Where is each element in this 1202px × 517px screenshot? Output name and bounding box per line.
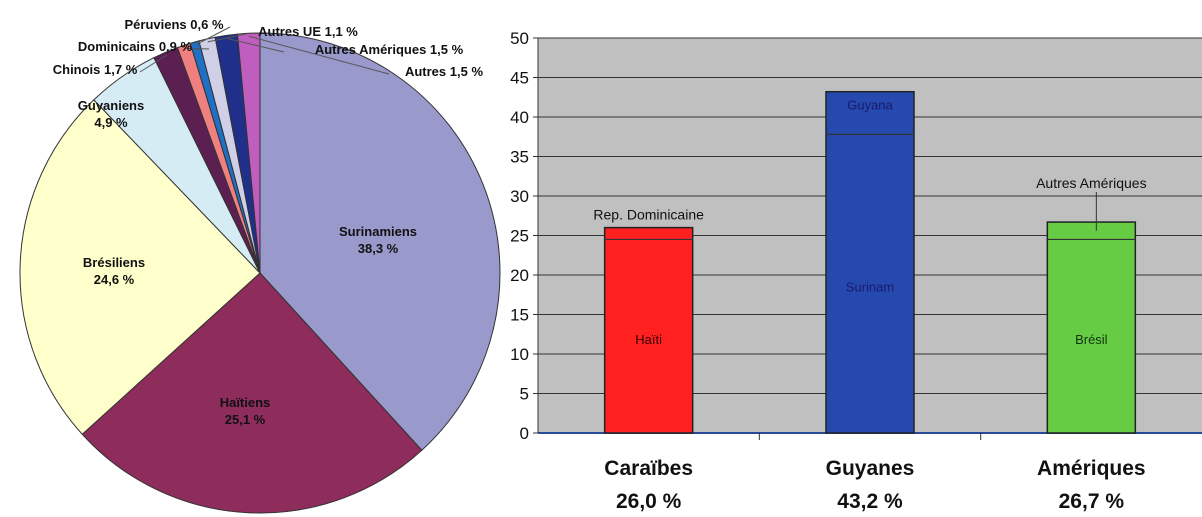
- pie-leader-peruviens: [195, 26, 231, 46]
- pie-leader-dominicains: [184, 47, 210, 50]
- pie-label-peruviens: Péruviens 0,6 %: [125, 17, 224, 32]
- pie-slice-autres: [236, 32, 261, 274]
- category-pct-caraibes: 26,0 %: [616, 490, 682, 513]
- pie-label-dominicains: Dominicains 0,9 %: [78, 39, 193, 54]
- ytick-label-45: 45: [510, 69, 529, 88]
- bar-guyanes: [825, 90, 915, 434]
- category-label-caraibes: Caraïbes: [604, 457, 693, 480]
- bar-chart-svg: 0 5 10 15 20 25 30 35 40 45 50 Haïti Rep. Dominicai…: [510, 29, 1202, 513]
- ytick-label-50: 50: [510, 29, 529, 48]
- pie-label-surinamiens: Surinamiens 38,3 %: [339, 224, 417, 256]
- ytick-label-40: 40: [510, 108, 529, 127]
- bar-chart: 0 5 10 15 20 25 30 35 40 45 50 Haïti Rep. Dominicai…: [505, 0, 1202, 517]
- bar-caraibes: [603, 226, 694, 434]
- pie-label-autres-ameriques: Autres Amériques 1,5 %: [315, 42, 464, 57]
- pie-label-haitiens: Haïtiens 25,1 %: [220, 395, 271, 427]
- pie-slice-bresiliens: [19, 99, 261, 435]
- pie-label-autres-ue: Autres UE 1,1 %: [258, 24, 358, 39]
- bar-top-label-ameriques: Autres Amériques: [1036, 175, 1147, 191]
- ytick-label-15: 15: [510, 306, 529, 325]
- ytick-label-25: 25: [510, 227, 529, 246]
- pie-slice-haitiens: [81, 272, 423, 514]
- bar-main-label-caraibes: Haïti: [635, 332, 662, 347]
- bar-top-label-guyanes: Guyana: [847, 98, 893, 113]
- category-label-guyanes: Guyanes: [826, 457, 915, 480]
- ytick-label-10: 10: [510, 345, 529, 364]
- ytick-label-0: 0: [520, 424, 529, 443]
- ytick-label-20: 20: [510, 266, 529, 285]
- ytick-label-5: 5: [520, 385, 529, 404]
- bar-ameriques: [1046, 221, 1137, 434]
- category-pct-ameriques: 26,7 %: [1059, 490, 1125, 513]
- pie-leader-autres: [248, 35, 390, 75]
- ytick-label-35: 35: [510, 148, 529, 167]
- pie-label-autres: Autres 1,5 %: [405, 64, 483, 79]
- category-pct-guyanes: 43,2 %: [837, 490, 903, 513]
- pie-slice-surinamiens: [259, 32, 501, 451]
- bar-top-label-caraibes: Rep. Dominicaine: [593, 207, 704, 223]
- pie-label-guyaniens: Guyaniens 4,9 %: [78, 98, 144, 130]
- pie-leader-autres-ameriques: [226, 37, 285, 53]
- pie-label-chinois: Chinois 1,7 %: [53, 62, 138, 77]
- ytick-label-30: 30: [510, 187, 529, 206]
- pie-chart-svg: Surinamiens 38,3 % Haïtiens 25,1 % Brésilien…: [19, 17, 501, 514]
- pie-leader-chinois: [139, 54, 168, 73]
- bar-main-label-guyanes: Surinam: [846, 280, 894, 295]
- bar-main-label-ameriques: Brésil: [1075, 332, 1108, 347]
- pie-chart: Surinamiens 38,3 % Haïtiens 25,1 % Brésilien…: [0, 0, 515, 517]
- category-label-ameriques: Amériques: [1037, 457, 1146, 480]
- pie-label-bresiliens: Brésiliens 24,6 %: [83, 255, 145, 287]
